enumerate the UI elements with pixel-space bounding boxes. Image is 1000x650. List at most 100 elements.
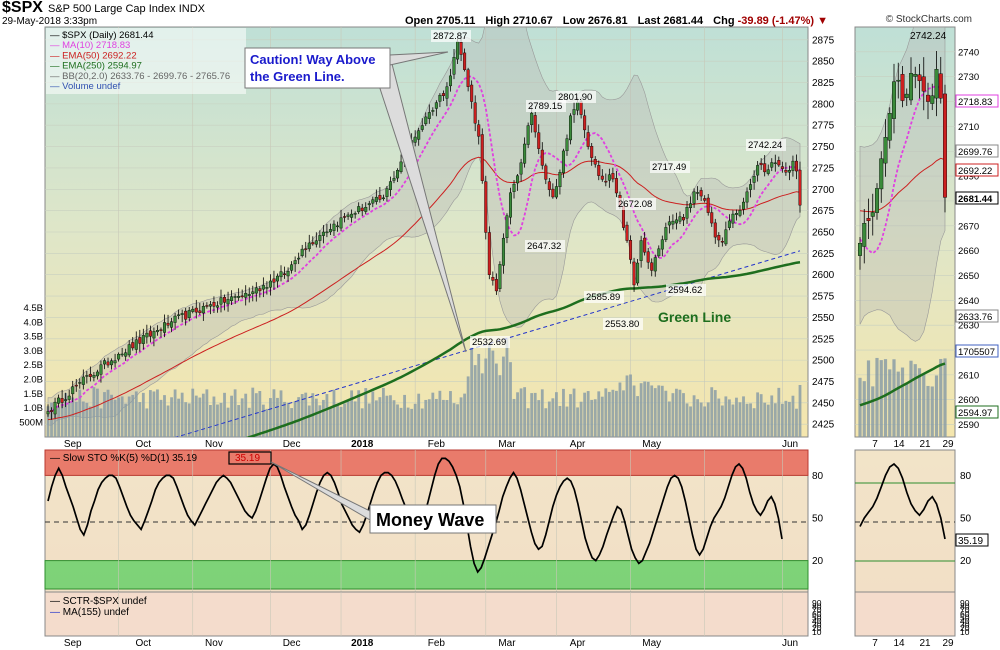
volume-bar xyxy=(106,389,110,437)
volume-bar xyxy=(120,396,124,437)
candle-body xyxy=(155,330,159,333)
sctr-tick-label: 50 xyxy=(812,612,822,622)
volume-bar xyxy=(530,393,534,437)
caution-box xyxy=(244,47,391,89)
volume-bar xyxy=(314,398,318,437)
month-tick-label: Nov xyxy=(205,439,223,450)
volume-bar xyxy=(378,397,382,437)
zoom-x-tick: 14 xyxy=(893,439,905,450)
candle-body xyxy=(113,360,117,364)
candle-body xyxy=(607,174,611,181)
volume-bar xyxy=(632,385,636,437)
zoom-volume-bar xyxy=(913,364,917,437)
candle-body xyxy=(724,229,728,245)
volume-bar xyxy=(60,403,64,437)
sto-tick-label: 20 xyxy=(812,556,824,567)
volume-bar xyxy=(431,392,435,437)
candle-body xyxy=(166,322,170,326)
zoom-candle-body xyxy=(926,94,931,102)
zoom-candle-body xyxy=(930,95,935,104)
candle-body xyxy=(187,310,191,318)
candle-body xyxy=(752,176,756,183)
candle-body xyxy=(388,181,392,190)
volume-bar xyxy=(540,389,544,437)
volume-bar xyxy=(780,403,784,437)
volume-bar xyxy=(565,406,569,437)
price-tick-label: 2875 xyxy=(812,35,835,46)
candle-body xyxy=(569,115,573,141)
volume-bars xyxy=(46,337,802,437)
candle-body xyxy=(759,162,763,166)
change-label: Chg xyxy=(713,15,735,27)
volume-bar xyxy=(371,391,375,437)
candle-body xyxy=(134,339,138,350)
candle-body xyxy=(360,207,364,212)
volume-bar xyxy=(209,405,212,437)
candle-body xyxy=(381,197,385,200)
zoom-x-tick: 21 xyxy=(919,638,931,649)
stochastic-panel: 80 50 20 — Slow STO %K(5) %D(1) 35.19 35.1… xyxy=(44,449,824,593)
volume-bar xyxy=(777,387,781,437)
candle-body xyxy=(64,399,68,401)
candle-body xyxy=(710,212,714,224)
price-tag-label: 2692.22 xyxy=(958,166,992,177)
price-tick-label: 2525 xyxy=(812,334,835,345)
volume-bar xyxy=(325,394,329,437)
candle-body xyxy=(519,162,523,175)
volume-bar xyxy=(173,389,177,437)
volume-bar xyxy=(629,374,632,437)
volume-bar xyxy=(470,347,474,437)
candle-body xyxy=(579,101,583,115)
price-tick-label: 2575 xyxy=(812,292,835,303)
candle-body xyxy=(586,132,590,147)
volume-bar xyxy=(590,399,594,437)
volume-bar xyxy=(554,392,558,437)
price-panel: 2425 2450 2475 2500 2525 2550 2575 2600 2625 2650… xyxy=(19,26,835,450)
candle-body xyxy=(311,242,315,245)
zoom-candle-body xyxy=(913,74,918,77)
zoom-sctr-bg xyxy=(854,591,956,637)
price-annotation: 2801.90 xyxy=(558,92,592,103)
volume-bar xyxy=(625,375,629,437)
month-tick-label: Nov xyxy=(205,638,223,649)
volume-bar xyxy=(74,401,78,437)
candle-body xyxy=(791,160,795,171)
price-tag-label: 2699.76 xyxy=(958,147,992,158)
sctr-legend-2-text: MA(155) undef xyxy=(63,607,129,618)
high-label: High xyxy=(485,15,510,27)
candle-body xyxy=(251,291,255,294)
down-arrow-icon: ▼ xyxy=(817,15,828,27)
zoom-x-tick: 21 xyxy=(919,439,931,450)
volume-bar xyxy=(519,388,523,437)
volume-bar xyxy=(650,385,654,437)
candle-body xyxy=(180,313,184,315)
candle-body xyxy=(226,299,230,305)
candle-body xyxy=(780,166,784,169)
candle-body xyxy=(233,296,237,298)
annotation-bg xyxy=(616,198,656,210)
zoom-sctr-tick: 70 xyxy=(960,605,970,615)
annotation-bg xyxy=(556,91,596,103)
candle-body xyxy=(632,261,636,286)
zoom-candle-body xyxy=(938,73,943,99)
volume-bar xyxy=(346,400,350,437)
high-value: 2710.67 xyxy=(512,15,553,27)
candle-body xyxy=(95,371,99,377)
candle-body xyxy=(794,160,798,172)
volume-bar xyxy=(170,397,173,437)
price-tick-label: 2500 xyxy=(812,356,835,367)
volume-bar xyxy=(180,392,184,437)
zoom-candle-body xyxy=(862,223,867,247)
candle-body xyxy=(438,94,442,102)
candle-body xyxy=(773,162,777,165)
volume-bar xyxy=(350,390,354,437)
volume-bar xyxy=(156,389,159,437)
candle-body xyxy=(501,237,505,266)
volume-bar xyxy=(788,401,791,437)
volume-bar xyxy=(81,401,85,437)
candle-body xyxy=(170,321,174,328)
sto-badge: 35.19 xyxy=(235,453,260,464)
candle-body xyxy=(325,231,329,234)
volume-bar xyxy=(276,397,279,437)
zoom-volume-bar xyxy=(858,377,862,437)
